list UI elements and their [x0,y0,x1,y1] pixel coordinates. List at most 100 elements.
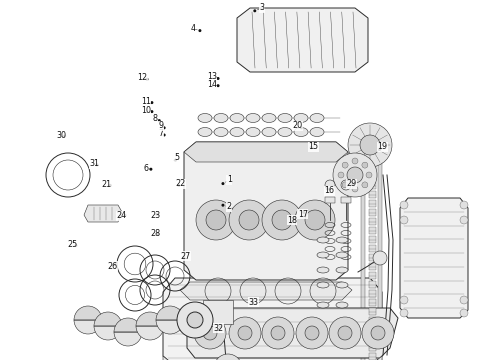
Bar [369,353,376,360]
Circle shape [460,216,468,224]
Circle shape [360,135,380,155]
Ellipse shape [246,113,260,122]
Polygon shape [163,278,382,360]
Circle shape [221,204,224,207]
Bar [203,300,233,324]
Bar [369,209,376,216]
Circle shape [262,200,302,240]
Text: 27: 27 [180,252,190,261]
Circle shape [74,244,77,247]
Bar [369,191,376,198]
Bar [369,182,376,189]
Bar [369,317,376,324]
Bar [369,200,376,207]
Bar [369,290,376,297]
Ellipse shape [198,127,212,136]
Circle shape [229,317,261,349]
Text: 1: 1 [227,175,232,184]
Text: 17: 17 [298,210,308,219]
Circle shape [149,168,152,171]
Circle shape [305,326,319,340]
Ellipse shape [262,127,276,136]
Ellipse shape [336,302,348,308]
Text: 28: 28 [151,229,161,238]
Circle shape [302,211,305,214]
Text: 21: 21 [102,180,112,189]
Ellipse shape [214,127,228,136]
Circle shape [272,210,292,230]
Circle shape [362,162,368,168]
Ellipse shape [317,237,329,243]
Circle shape [158,119,161,122]
Circle shape [348,123,392,167]
Ellipse shape [317,282,329,288]
Circle shape [296,317,328,349]
Circle shape [329,317,361,349]
Polygon shape [237,8,368,72]
Bar [369,326,376,333]
Circle shape [373,251,387,265]
Circle shape [310,146,313,149]
Bar [369,254,376,261]
Bar [369,155,376,162]
Circle shape [352,158,358,164]
Polygon shape [400,198,468,318]
Circle shape [239,210,259,230]
Circle shape [156,233,159,235]
Ellipse shape [230,127,244,136]
Text: 23: 23 [151,211,161,220]
Bar [369,344,376,351]
Circle shape [271,326,285,340]
Circle shape [155,213,158,216]
Circle shape [325,180,335,190]
Bar [369,218,376,225]
Ellipse shape [336,282,348,288]
Circle shape [114,263,117,266]
Circle shape [371,326,385,340]
Wedge shape [74,320,102,334]
Polygon shape [84,205,122,222]
Circle shape [198,29,201,32]
Circle shape [362,182,368,188]
Wedge shape [74,306,102,320]
Circle shape [300,126,303,129]
Text: 18: 18 [287,216,297,225]
Wedge shape [136,312,164,326]
Circle shape [295,200,335,240]
Text: 16: 16 [324,186,334,195]
Text: 30: 30 [56,130,66,139]
Circle shape [217,77,220,80]
Ellipse shape [310,127,324,136]
Circle shape [338,172,344,178]
Ellipse shape [317,267,329,273]
Text: 26: 26 [108,262,118,271]
Wedge shape [156,306,184,320]
Wedge shape [156,320,184,334]
Bar [369,227,376,234]
Bar [369,272,376,279]
Circle shape [378,148,381,151]
Ellipse shape [317,302,329,308]
Circle shape [163,126,166,129]
Polygon shape [187,308,398,358]
Circle shape [206,210,226,230]
Wedge shape [114,332,142,346]
Text: 31: 31 [89,159,99,168]
Circle shape [341,180,351,190]
Ellipse shape [294,113,308,122]
Circle shape [96,163,98,166]
Circle shape [150,101,153,104]
Wedge shape [94,326,122,340]
Ellipse shape [317,252,329,258]
Circle shape [460,309,468,317]
Polygon shape [163,356,382,360]
Circle shape [219,325,222,328]
Bar [369,263,376,270]
Circle shape [196,200,236,240]
Circle shape [123,214,126,217]
Ellipse shape [278,127,292,136]
Bar [369,173,376,180]
Polygon shape [361,155,365,360]
Text: 13: 13 [207,72,217,81]
Circle shape [229,200,269,240]
